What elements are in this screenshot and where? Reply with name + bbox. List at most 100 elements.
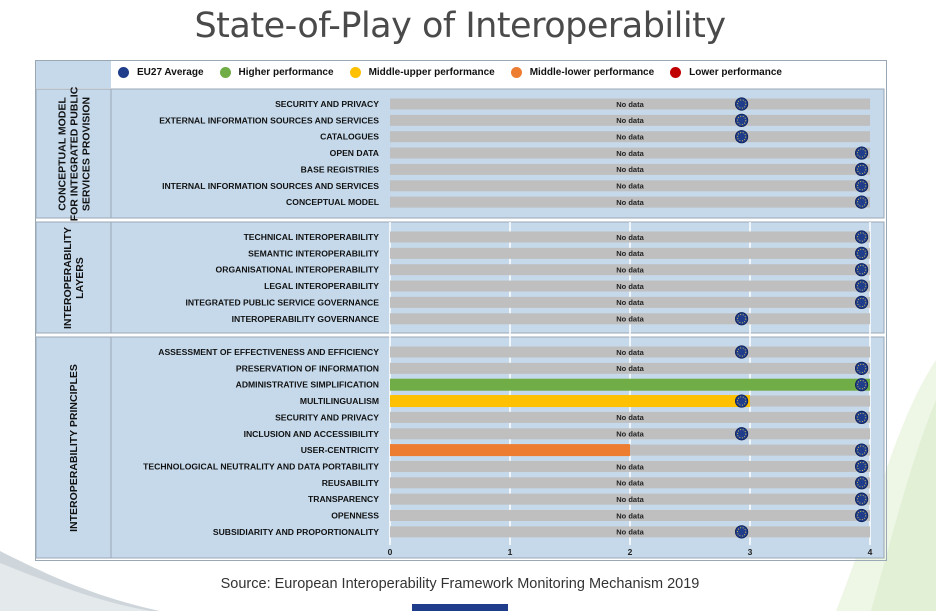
row-label: BASE REGISTRIES [301,164,380,174]
legend-item: EU27 Average [118,66,204,78]
legend-band [36,61,884,88]
eu27-marker-stars [856,148,867,158]
section-label: INTEROPERABILITY LAYERS [19,222,129,333]
bar-background [390,247,870,259]
row-label: MULTILINGUALISM [300,396,379,406]
bar-value [390,378,870,391]
row-label: SEMANTIC INTEROPERABILITY [248,248,379,258]
row-label: SUBSIDIARITY AND PROPORTIONALITY [213,527,379,537]
legend-item: Higher performance [219,66,334,78]
row-label: INTEGRATED PUBLIC SERVICE GOVERNANCE [185,297,379,307]
bar-background [390,196,870,208]
bar-background [390,411,870,423]
bar-background [390,346,870,358]
x-tick-label: 2 [628,547,633,557]
bar-background [390,180,870,192]
no-data-label: No data [616,413,644,422]
bar-background [390,98,870,110]
eu27-marker-stars [856,510,867,521]
row-label: SECURITY AND PRIVACY [275,99,379,109]
no-data-label: No data [616,100,644,109]
eu27-marker [854,295,869,309]
row-label: PRESERVATION OF INFORMATION [236,363,379,373]
no-data-label: No data [616,348,644,357]
footer-accent [412,604,508,611]
legend-band-left [36,61,111,88]
eu27-marker-stars [856,478,867,488]
eu27-marker-stars [856,445,867,455]
row-label: OPEN DATA [330,148,379,158]
row-label: INCLUSION AND ACCESSIBILITY [244,429,380,439]
x-tick-label: 3 [748,547,753,557]
eu27-marker-stars [856,265,867,275]
no-data-label: No data [616,364,644,373]
bar-background [390,264,870,276]
row-label: USER-CENTRICITY [301,445,380,455]
source-note: Source: European Interoperability Framew… [220,576,700,592]
section-label-text: INTEROPERABILITY LAYERS [62,226,86,329]
bar-value [390,395,750,408]
eu27-marker-stars [736,99,747,109]
eu27-marker-stars [736,314,747,324]
no-data-label: No data [616,249,644,258]
legend-label: Lower performance [689,66,782,78]
eu27-marker-stars [856,181,867,191]
section-label-panel [35,221,112,334]
row-label: ASSESSMENT OF EFFECTIVENESS AND EFFICIEN… [158,347,379,357]
decorative-swoosh-left [0,551,160,611]
bar-background [390,163,870,175]
legend-swatch [510,66,522,78]
eu27-marker-stars [856,164,867,174]
row-label: LEGAL INTEROPERABILITY [264,281,379,291]
x-tick-label: 4 [868,547,873,557]
bar-background [390,477,870,489]
bar-background [390,362,870,374]
section-label-text: CONCEPTUAL MODEL FOR INTEGRATED PUBLIC S… [56,86,92,221]
eu27-marker [854,361,869,375]
row-label: CATALOGUES [320,132,379,142]
bar-background [390,147,870,159]
eu27-marker [854,492,869,506]
section-label: INTEROPERABILITY PRINCIPLES [19,337,129,558]
section-label-text: INTEROPERABILITY PRINCIPLES [68,363,81,532]
row-label: CONCEPTUAL MODEL [286,197,379,207]
no-data-label: No data [616,479,644,488]
bar-background [390,114,870,126]
legend-swatch [349,66,361,78]
eu27-marker [854,443,869,457]
no-data-label: No data [616,165,644,174]
row-label: TECHNOLOGICAL NEUTRALITY AND DATA PORTAB… [143,461,379,471]
legend-label: Higher performance [238,66,334,78]
bar-background [390,231,870,243]
legend-label: Middle-lower performance [529,66,655,78]
legend-swatch [118,66,129,78]
section-label-panel [35,336,112,559]
bar-background [390,510,870,521]
bar-background [390,526,870,538]
eu27-marker-stars [856,297,867,307]
eu27-marker-stars [856,363,867,373]
eu27-marker [854,410,869,424]
no-data-label: No data [616,462,644,471]
row-label: SECURITY AND PRIVACY [275,412,379,422]
x-tick-label: 1 [508,547,513,557]
eu27-marker-stars [856,197,867,207]
no-data-label: No data [616,266,644,275]
bar-background [390,493,870,505]
eu27-marker [734,113,749,127]
eu27-marker-stars [736,115,747,125]
legend-item: Lower performance [670,66,782,78]
no-data-label: No data [616,133,644,142]
eu27-marker-stars [736,527,747,537]
bar-background [390,428,870,440]
eu27-marker-stars [856,281,867,291]
eu27-marker-stars [736,396,747,406]
row-label: OPENNESS [331,511,379,521]
bar-background [390,131,870,143]
no-data-label: No data [616,430,644,439]
legend-label: Middle-upper performance [368,66,495,78]
no-data-label: No data [616,282,644,291]
legend-item: Middle-upper performance [349,66,495,78]
row-label: EXTERNAL INFORMATION SOURCES AND SERVICE… [159,115,379,125]
